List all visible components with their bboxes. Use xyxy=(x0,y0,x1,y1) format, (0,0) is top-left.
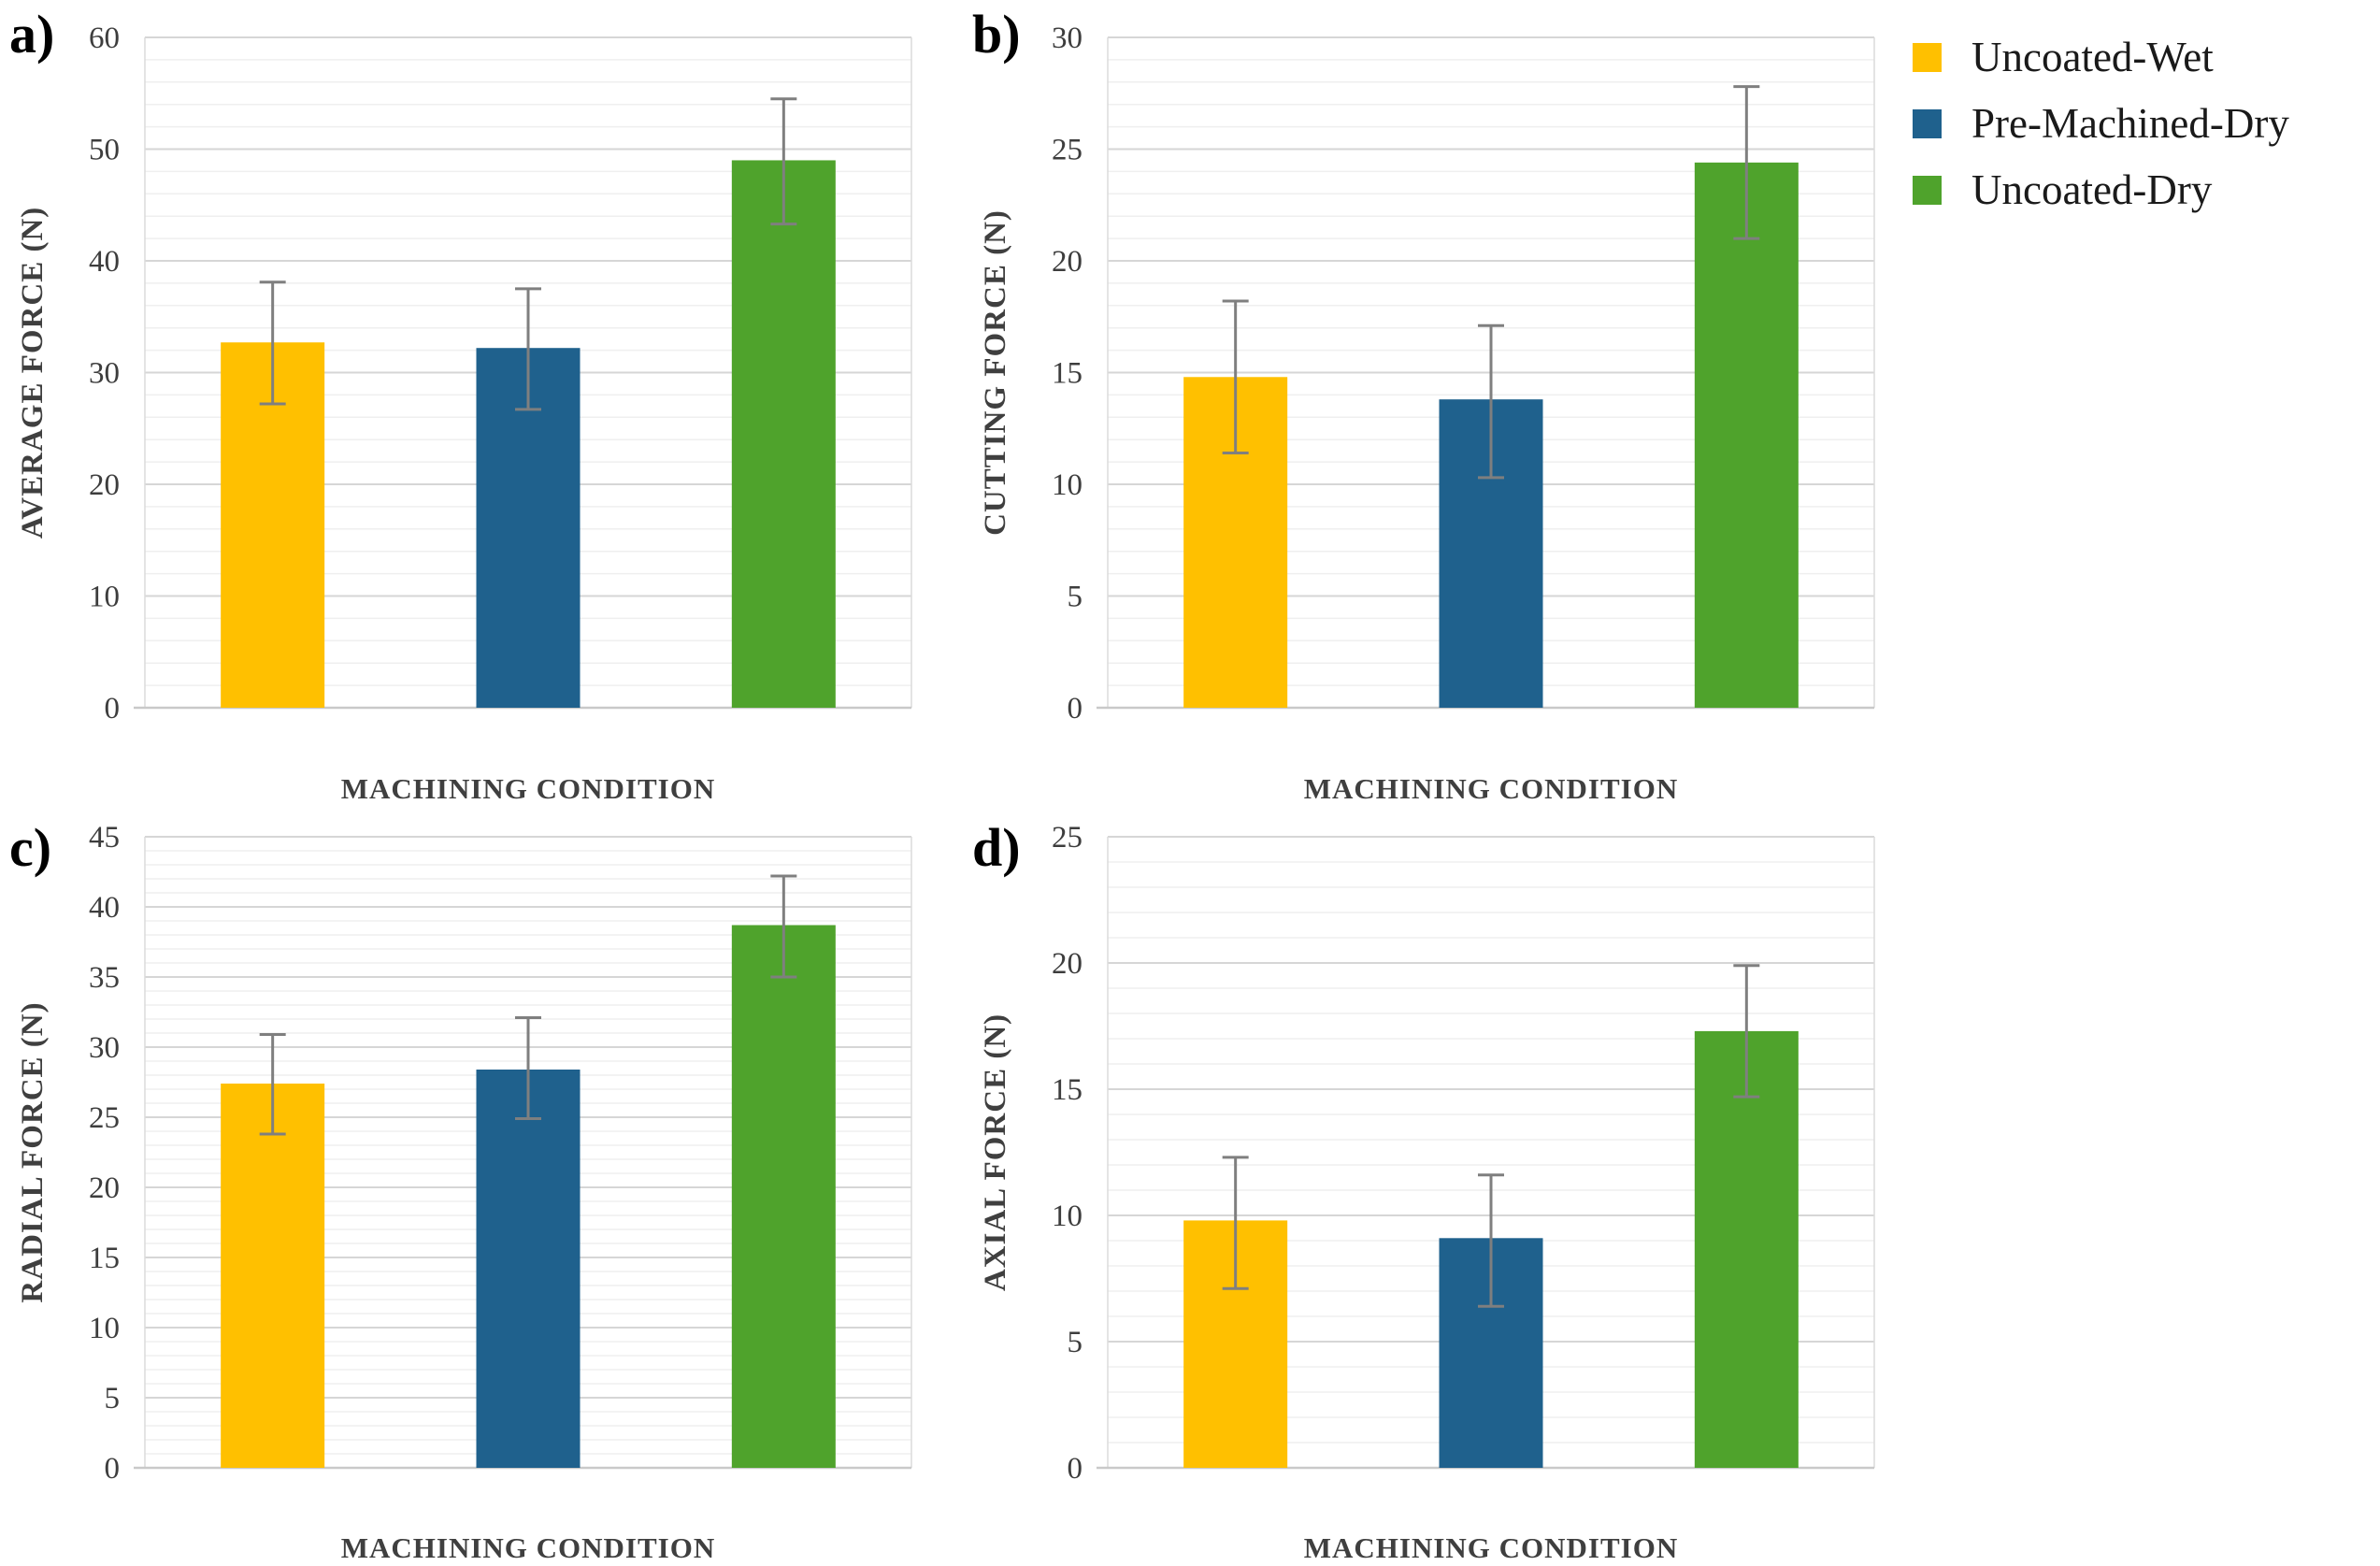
y-tick-label: 5 xyxy=(105,1382,121,1415)
y-tick-label: 20 xyxy=(89,1171,120,1205)
y-tick-label: 35 xyxy=(89,961,120,995)
bar-chart-average-force: 0 10 20 30 40 50 60 AVERAGE FORCE (N) MACHINING … xyxy=(16,22,912,805)
y-tick-label: 30 xyxy=(1052,22,1082,55)
y-tick-label: 20 xyxy=(1052,947,1082,981)
y-tick-label: 0 xyxy=(1068,1452,1083,1486)
panel-letter-b: b) xyxy=(972,4,1021,65)
bar-chart-radial-force: 0 5 10 15 20 25 30 35 40 45 RADIAL FORCE (N) MACHIN… xyxy=(16,821,912,1564)
y-tick-label: 20 xyxy=(1052,245,1082,279)
y-tick-label: 60 xyxy=(89,22,120,55)
y-tick-label: 5 xyxy=(1068,1326,1083,1359)
y-tick-label: 0 xyxy=(105,692,121,726)
bar-chart-cutting-force: 0 5 10 15 20 25 30 CUTTING FORCE (N) MACHINING C… xyxy=(979,22,1875,805)
y-tick-label: 30 xyxy=(89,1031,120,1065)
y-tick-label: 20 xyxy=(89,468,120,502)
y-axis-title: CUTTING FORCE (N) xyxy=(979,209,1012,536)
legend-item-pre-machined-dry: Pre-Machined-Dry xyxy=(1913,91,2289,157)
x-axis-title: MACHINING CONDITION xyxy=(1304,1531,1679,1564)
y-axis-title: AXIAL FORCE (N) xyxy=(979,1013,1012,1291)
panel-c-radial-force: c) 0 5 10 15 20 25 30 35 40 45 RADIAL FORCE (N) MAC… xyxy=(0,813,963,1566)
x-axis-title: MACHINING CONDITION xyxy=(341,1531,716,1564)
y-tick-label: 30 xyxy=(89,356,120,390)
bar-uncoated-wet xyxy=(221,1084,325,1468)
x-axis-title: MACHINING CONDITION xyxy=(341,772,716,805)
bar-uncoated-dry xyxy=(1694,162,1799,709)
y-tick-label: 0 xyxy=(105,1452,121,1486)
legend-item-uncoated-wet: Uncoated-Wet xyxy=(1913,24,2289,91)
legend-label-pre-machined-dry: Pre-Machined-Dry xyxy=(1971,100,2289,147)
bar-uncoated-dry xyxy=(731,160,836,708)
bar-chart-axial-force: 0 5 10 15 20 25 AXIAL FORCE (N) MACHINING CONDI… xyxy=(979,821,1875,1564)
y-tick-label: 0 xyxy=(1068,692,1083,726)
y-tick-label: 25 xyxy=(89,1101,120,1135)
y-tick-label: 25 xyxy=(1052,133,1082,166)
legend-label-uncoated-dry: Uncoated-Dry xyxy=(1971,166,2213,213)
y-tick-label: 50 xyxy=(89,133,120,166)
y-tick-label: 40 xyxy=(89,245,120,279)
legend-item-uncoated-dry: Uncoated-Dry xyxy=(1913,157,2289,223)
y-tick-label: 15 xyxy=(89,1242,120,1275)
legend-swatch-uncoated-dry xyxy=(1913,176,1942,205)
y-tick-label: 10 xyxy=(89,580,120,613)
panel-d-axial-force: d) 0 5 10 15 20 25 AXIAL FORCE (N) MACHINING CO… xyxy=(963,813,1926,1566)
y-tick-label: 45 xyxy=(89,821,120,855)
y-tick-label: 10 xyxy=(1052,1200,1082,1233)
panel-b-cutting-force: b) 0 5 10 15 20 25 30 CUTTING FORCE (N) MACHININ… xyxy=(963,0,1926,813)
legend: Uncoated-Wet Pre-Machined-Dry Uncoated-D… xyxy=(1913,24,2289,223)
y-tick-label: 15 xyxy=(1052,1073,1082,1107)
y-tick-label: 10 xyxy=(89,1312,120,1345)
y-tick-label: 25 xyxy=(1052,821,1082,855)
panel-letter-d: d) xyxy=(972,817,1021,878)
y-tick-label: 10 xyxy=(1052,468,1082,502)
y-axis-title: RADIAL FORCE (N) xyxy=(16,1001,50,1302)
y-tick-label: 5 xyxy=(1068,580,1083,613)
legend-swatch-uncoated-wet xyxy=(1913,43,1942,72)
bar-uncoated-dry xyxy=(1694,1030,1799,1468)
panel-letter-c: c) xyxy=(9,817,52,878)
y-tick-label: 15 xyxy=(1052,356,1082,390)
y-tick-label: 40 xyxy=(89,891,120,925)
panel-letter-a: a) xyxy=(9,4,55,65)
x-axis-title: MACHINING CONDITION xyxy=(1304,772,1679,805)
bar-pre-machined-dry xyxy=(476,1070,581,1468)
legend-label-uncoated-wet: Uncoated-Wet xyxy=(1971,34,2214,80)
y-axis-title: AVERAGE FORCE (N) xyxy=(16,207,50,539)
bar-uncoated-dry xyxy=(731,925,836,1468)
panel-a-average-force: a) 0 10 20 30 40 50 60 AVERAGE FORCE (N) MACHINI… xyxy=(0,0,963,813)
legend-swatch-pre-machined-dry xyxy=(1913,109,1942,138)
